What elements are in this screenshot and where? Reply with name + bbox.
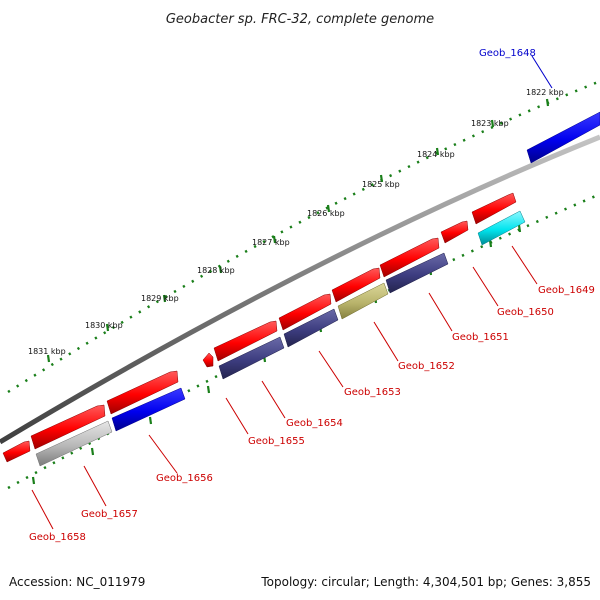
- gene-arrow-small: [202, 352, 214, 368]
- outer-major-ticks: [46, 98, 550, 363]
- gene-bar-geob-1652b: [337, 282, 389, 320]
- accession-text: Accession: NC_011979: [9, 575, 145, 589]
- gene-label-geob-1651: Geob_1651: [452, 332, 509, 343]
- kbp-label: 1828 kbp: [197, 266, 235, 275]
- kbp-label: 1825 kbp: [362, 180, 400, 189]
- gene-arrow-geob-1657: [30, 404, 106, 450]
- gene-label-geob-1658: Geob_1658: [29, 532, 86, 543]
- gene-label-geob-1655: Geob_1655: [248, 436, 305, 447]
- gene-arrow-geob-1648: [526, 111, 600, 164]
- gene-arrow-geob-1655: [213, 320, 278, 362]
- gene-arrow-geob-1651: [440, 220, 469, 244]
- outer-scale-dots: [7, 80, 599, 394]
- gene-bar-geob-1653b: [283, 308, 339, 348]
- gene-arrow-geob-1658: [2, 440, 31, 463]
- reverse-genes: [35, 210, 526, 467]
- kbp-label: 1827 kbp: [252, 238, 290, 247]
- kbp-label: 1829 kbp: [141, 294, 179, 303]
- gene-label-geob-1652: Geob_1652: [398, 361, 455, 372]
- kbp-label: 1830 kbp: [85, 321, 123, 330]
- gene-bar-geob-1654b: [218, 336, 285, 380]
- gene-labels: Geob_1648 Geob_1649 Geob_1650 Geob_1651 …: [29, 48, 595, 543]
- gene-label-geob-1648: Geob_1648: [479, 48, 536, 59]
- kbp-label: 1824 kbp: [417, 150, 455, 159]
- kbp-labels: 1822 kbp 1823 kbp 1824 kbp 1825 kbp 1826…: [28, 88, 564, 356]
- gene-label-geob-1653: Geob_1653: [344, 387, 401, 398]
- gene-bar-geob-1649: [477, 210, 526, 246]
- gene-bar-geob-1651b: [385, 252, 449, 294]
- gene-label-geob-1649: Geob_1649: [538, 285, 595, 296]
- kbp-label: 1826 kbp: [307, 209, 345, 218]
- gene-bar-geob-1657b: [35, 420, 113, 467]
- gene-label-geob-1650: Geob_1650: [497, 307, 554, 318]
- gene-label-geob-1657: Geob_1657: [81, 509, 138, 520]
- genome-backbone: [0, 134, 600, 445]
- leader-lines: [31, 55, 553, 530]
- gene-arrow-geob-1652: [379, 237, 440, 278]
- gene-arrow-geob-1656: [106, 370, 179, 415]
- gene-label-geob-1654: Geob_1654: [286, 418, 343, 429]
- gene-bar-geob-1656b: [111, 387, 186, 432]
- forward-genes: [2, 111, 600, 463]
- kbp-label: 1831 kbp: [28, 347, 66, 356]
- gene-arrow-geob-1654: [278, 293, 332, 331]
- gene-label-geob-1656: Geob_1656: [156, 473, 213, 484]
- kbp-label: 1823 kbp: [471, 119, 509, 128]
- gene-arrow-geob-1653: [331, 267, 381, 303]
- kbp-label: 1822 kbp: [526, 88, 564, 97]
- map-title: Geobacter sp. FRC-32, complete genome: [166, 12, 434, 27]
- genome-summary-text: Topology: circular; Length: 4,304,501 bp…: [260, 575, 591, 589]
- gene-arrow-geob-1650: [471, 192, 517, 225]
